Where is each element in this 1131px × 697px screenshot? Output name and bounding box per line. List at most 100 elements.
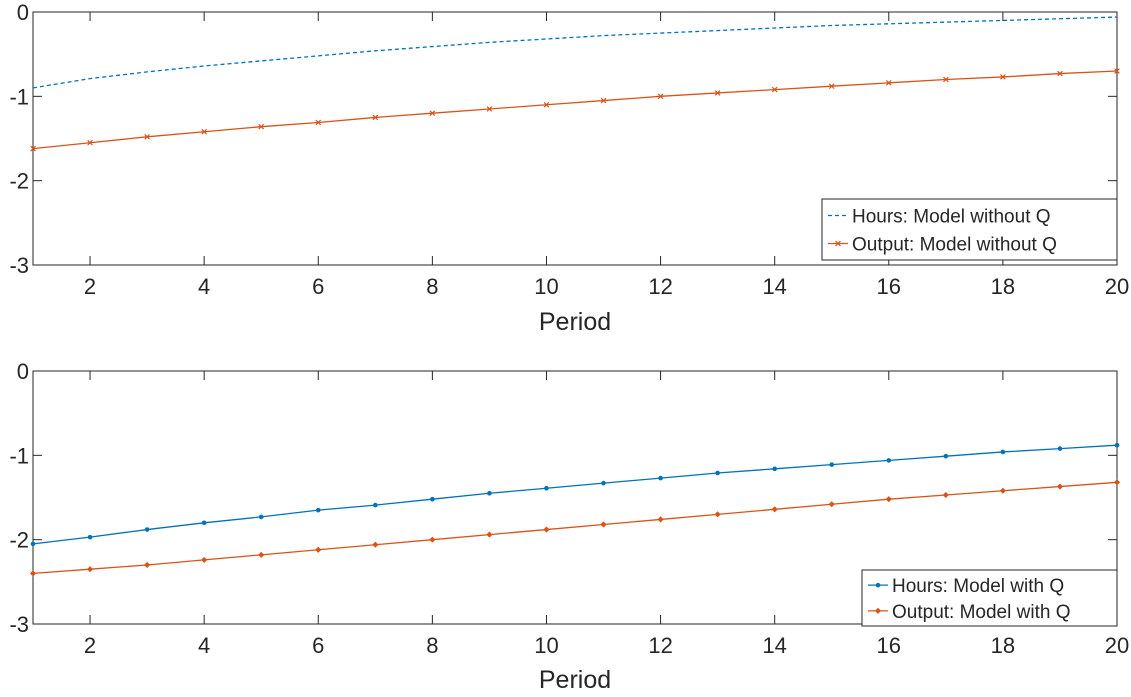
data-point (943, 76, 949, 83)
x-axis-title: Period (539, 308, 611, 336)
data-point (543, 101, 550, 108)
data-point (600, 521, 607, 528)
data-point (144, 133, 150, 140)
x-tick-label: 20 (1105, 274, 1129, 299)
data-point (714, 511, 721, 518)
data-point (772, 466, 777, 472)
data-point (144, 527, 150, 532)
bottom-chart-panel: 2 4 6 8 10 12 14 16 18 20 0 -1 -2 -3 Period Hours: Mode… (9, 359, 1129, 694)
legend-label: Hours: Model without Q (852, 206, 1051, 227)
x-tick-label: 16 (877, 633, 901, 658)
x-tick-label: 8 (426, 633, 438, 658)
legend-label: Hours: Model with Q (892, 576, 1064, 597)
data-point (1114, 442, 1120, 448)
x-tick-label: 18 (991, 274, 1015, 299)
data-point (1056, 483, 1064, 490)
data-point (1000, 74, 1006, 80)
x-tick-label: 4 (198, 274, 210, 299)
data-point (486, 531, 493, 538)
data-point (430, 496, 435, 502)
data-point (87, 139, 93, 146)
data-point (487, 490, 492, 496)
legend-marker (875, 582, 881, 588)
data-point (201, 128, 207, 135)
x-tick-label: 14 (762, 633, 786, 658)
legend-label: Output: Model without Q (852, 235, 1057, 256)
data-point (544, 485, 549, 491)
data-point (372, 541, 379, 548)
y-tick-label: -3 (9, 612, 29, 637)
y-tick-label: -2 (9, 169, 29, 194)
x-tick-label: 10 (534, 274, 558, 299)
data-point (30, 145, 36, 152)
legend: Hours: Model with Q Output: Model with Q (861, 569, 1118, 627)
data-point (829, 462, 835, 467)
data-point (1057, 70, 1063, 77)
legend-marker (835, 240, 841, 247)
legend-label: Output: Model with Q (892, 602, 1070, 623)
data-point (885, 80, 892, 86)
data-point (30, 541, 36, 547)
series-hours (30, 442, 1120, 547)
x-tick-label: 6 (312, 274, 324, 299)
data-point (86, 566, 94, 573)
series-output (29, 479, 1121, 577)
data-point (1057, 446, 1063, 451)
data-point (543, 526, 550, 533)
series-line (32, 70, 1118, 150)
data-point (486, 106, 493, 112)
data-point (657, 516, 664, 523)
data-point (886, 458, 892, 463)
data-point (258, 514, 264, 520)
legend-box (861, 569, 1118, 627)
y-tick-label: -1 (9, 443, 29, 468)
series-line (32, 481, 1118, 575)
y-tick-label: -2 (9, 528, 29, 553)
legend-marker (874, 607, 882, 615)
data-point (315, 546, 322, 553)
data-point (315, 119, 322, 126)
data-point (429, 536, 436, 543)
series-line (32, 16, 1118, 89)
data-point (600, 97, 607, 104)
series-line (32, 444, 1118, 545)
data-point (601, 480, 606, 486)
data-point (1000, 449, 1006, 455)
x-tick-label: 6 (312, 633, 324, 658)
x-tick-label: 14 (762, 274, 786, 299)
x-axis-title: Period (539, 666, 611, 692)
data-point (373, 502, 378, 508)
data-point (943, 453, 949, 459)
x-tick-label: 12 (648, 274, 672, 299)
data-point (315, 507, 321, 513)
data-point (658, 475, 663, 481)
y-tick-label: 0 (17, 359, 29, 384)
x-tick-label: 20 (1105, 633, 1129, 658)
data-point (885, 496, 892, 503)
data-point (999, 487, 1007, 494)
data-point (258, 123, 265, 130)
data-point (715, 470, 720, 476)
x-tick-label: 2 (84, 274, 96, 299)
data-point (828, 501, 835, 508)
legend: Hours: Model without Q Output: Model with… (821, 198, 1118, 261)
data-point (1113, 479, 1121, 486)
x-tick-label: 12 (648, 633, 672, 658)
data-point (657, 93, 664, 100)
x-tick-label: 4 (198, 633, 210, 658)
x-tick-label: 16 (877, 274, 901, 299)
data-point (372, 114, 379, 121)
y-tick-label: 0 (17, 0, 29, 25)
data-point (429, 110, 436, 117)
x-tick-label: 18 (991, 633, 1015, 658)
data-point (771, 86, 778, 93)
top-chart-panel: 2 4 6 8 10 12 14 16 18 20 0 -1 -2 -3 Period Hours: Mode… (9, 0, 1129, 336)
y-tick-label: -1 (9, 84, 29, 109)
data-point (143, 561, 151, 569)
series-hours (32, 16, 1118, 89)
x-tick-label: 2 (84, 633, 96, 658)
data-point (201, 520, 207, 526)
data-point (1114, 68, 1120, 74)
